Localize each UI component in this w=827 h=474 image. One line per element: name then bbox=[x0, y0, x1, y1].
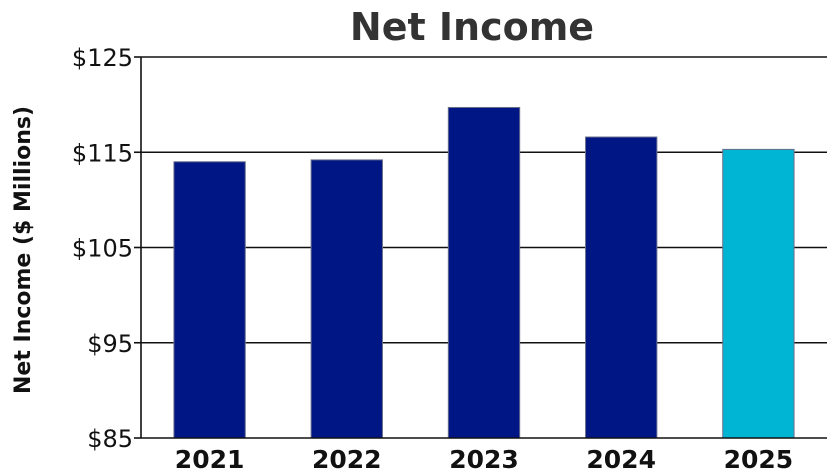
bars bbox=[173, 106, 795, 439]
bar-2025 bbox=[722, 148, 795, 439]
x-tick-label-2024: 2024 bbox=[586, 445, 656, 474]
y-tick-label-95: $95 bbox=[87, 330, 133, 358]
x-tick-label-2023: 2023 bbox=[449, 445, 519, 474]
bar-2023 bbox=[447, 106, 521, 439]
y-tick-label-125: $125 bbox=[72, 44, 133, 72]
x-tick-label-2022: 2022 bbox=[312, 445, 382, 474]
bar-2024 bbox=[585, 136, 658, 439]
bar-2022 bbox=[310, 159, 383, 439]
chart-title: Net Income bbox=[350, 5, 594, 49]
y-tick-label-105: $105 bbox=[72, 235, 133, 263]
y-tick-label-115: $115 bbox=[72, 139, 133, 167]
x-tick-labels: 2021 2022 2023 2024 2025 bbox=[175, 445, 793, 474]
x-tick-label-2025: 2025 bbox=[724, 445, 794, 474]
y-tick-labels: $85 $95 $105 $115 $125 bbox=[72, 44, 141, 453]
y-axis-label: Net Income ($ Millions) bbox=[11, 106, 36, 394]
y-tick-label-85: $85 bbox=[87, 425, 133, 453]
bar-2021 bbox=[173, 161, 246, 439]
x-tick-label-2021: 2021 bbox=[175, 445, 245, 474]
